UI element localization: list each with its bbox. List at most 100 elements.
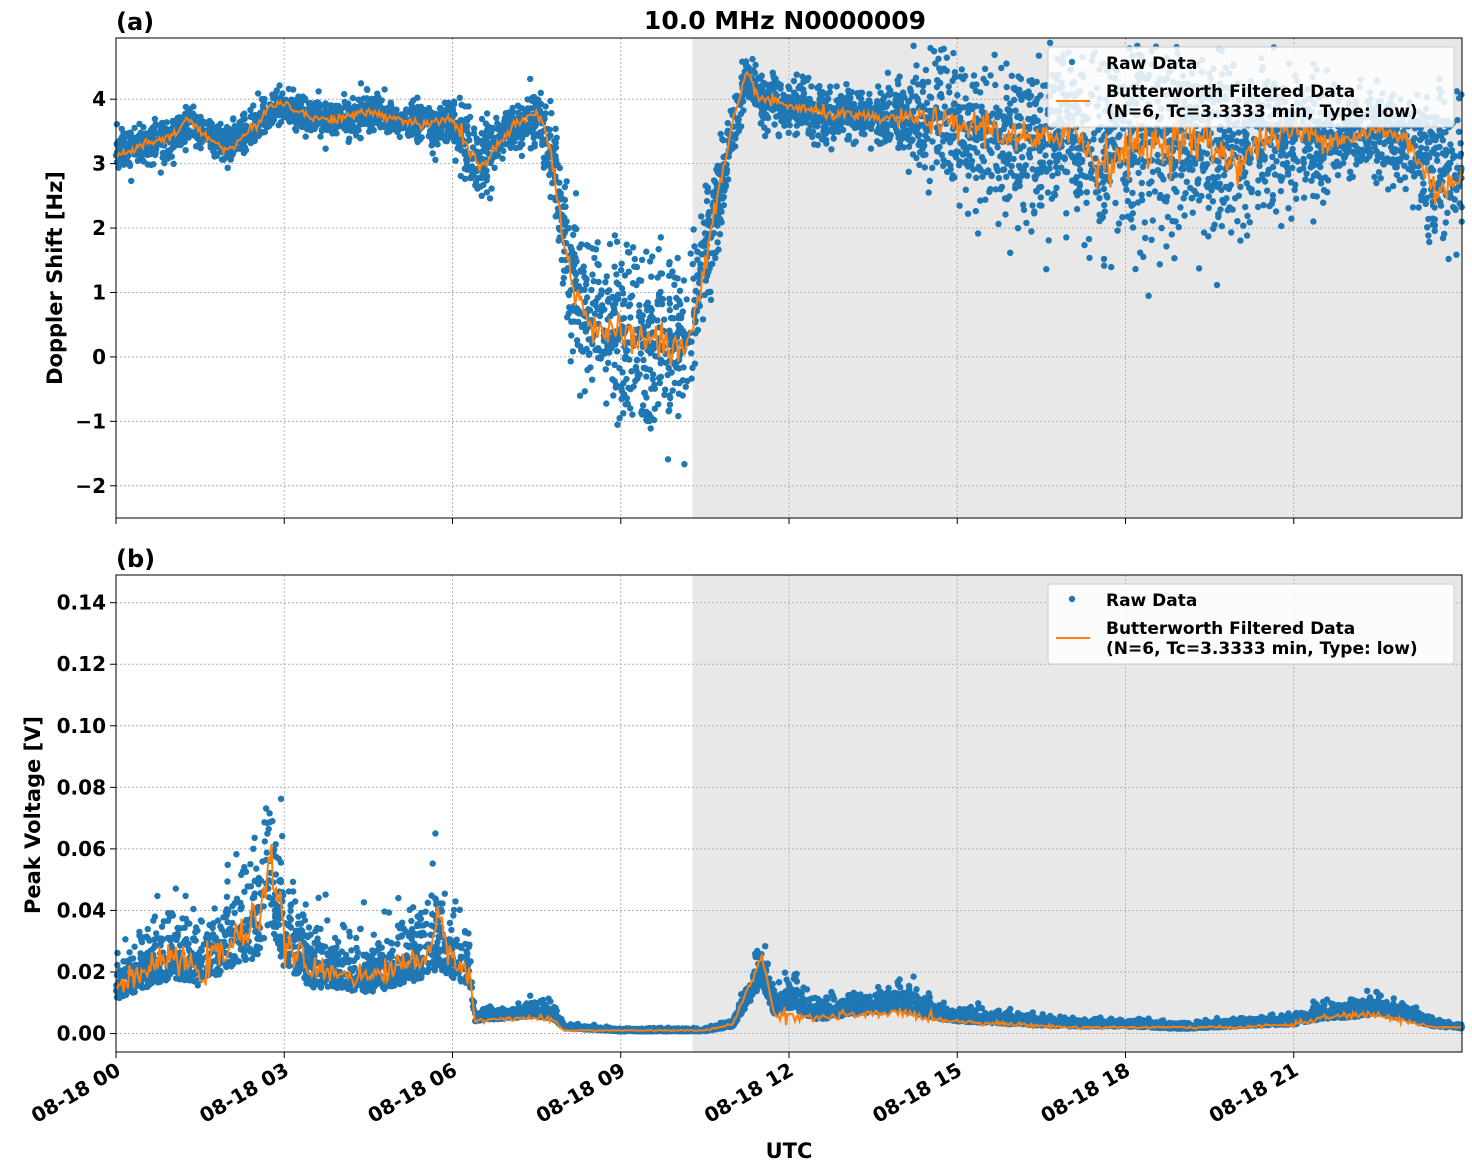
raw-data-point xyxy=(1300,156,1306,162)
raw-data-point xyxy=(560,204,566,210)
raw-data-point xyxy=(1037,107,1043,113)
raw-data-point xyxy=(260,103,266,109)
raw-data-point xyxy=(874,129,880,135)
raw-data-point xyxy=(1217,165,1223,171)
raw-data-point xyxy=(894,107,900,113)
raw-data-point xyxy=(1157,192,1163,198)
raw-data-point xyxy=(755,102,761,108)
raw-data-point xyxy=(717,231,723,237)
raw-data-point xyxy=(916,132,922,138)
raw-data-point xyxy=(1009,73,1015,79)
raw-data-point xyxy=(616,365,622,371)
raw-data-point xyxy=(625,401,631,407)
raw-data-point xyxy=(845,87,851,93)
raw-data-point xyxy=(1034,79,1040,85)
raw-data-point xyxy=(114,121,120,127)
raw-data-point xyxy=(995,221,1001,227)
raw-data-point xyxy=(771,121,777,127)
raw-data-point xyxy=(868,145,874,151)
raw-data-point xyxy=(657,380,663,386)
raw-data-point xyxy=(581,263,587,269)
raw-data-point xyxy=(542,103,548,109)
raw-data-point xyxy=(611,264,617,270)
raw-data-point xyxy=(815,142,821,148)
raw-data-point xyxy=(379,97,385,103)
raw-data-point xyxy=(703,183,709,189)
raw-data-point xyxy=(638,350,644,356)
raw-data-point xyxy=(1074,145,1080,151)
raw-data-point xyxy=(584,242,590,248)
raw-data-point xyxy=(1000,150,1006,156)
raw-data-point xyxy=(1425,232,1431,238)
raw-data-point xyxy=(846,133,852,139)
raw-data-point xyxy=(895,144,901,150)
raw-data-point xyxy=(736,128,742,134)
raw-data-point xyxy=(355,126,361,132)
raw-data-point xyxy=(1188,195,1194,201)
raw-data-point xyxy=(1350,174,1356,180)
raw-data-point xyxy=(302,95,308,101)
raw-data-point xyxy=(1343,148,1349,154)
raw-data-point xyxy=(463,116,469,122)
raw-data-point xyxy=(1169,231,1175,237)
raw-data-point xyxy=(692,361,698,367)
raw-data-point xyxy=(992,82,998,88)
raw-data-point xyxy=(998,65,1004,71)
raw-data-point xyxy=(973,175,979,181)
raw-data-point xyxy=(955,149,961,155)
raw-data-point xyxy=(636,313,642,319)
raw-data-point xyxy=(469,173,475,179)
raw-data-point xyxy=(707,289,713,295)
raw-data-point xyxy=(464,167,470,173)
raw-data-point xyxy=(1206,205,1212,211)
raw-data-point xyxy=(1160,176,1166,182)
raw-data-point xyxy=(823,140,829,146)
raw-data-point xyxy=(670,387,676,393)
raw-data-point xyxy=(1390,183,1396,189)
raw-data-point xyxy=(160,150,166,156)
raw-data-point xyxy=(1417,150,1423,156)
raw-data-point xyxy=(1020,202,1026,208)
raw-data-point xyxy=(605,360,611,366)
raw-data-point xyxy=(1453,252,1459,258)
raw-data-point xyxy=(606,349,612,355)
raw-data-point xyxy=(1130,224,1136,230)
raw-data-point xyxy=(1037,148,1043,154)
raw-data-point xyxy=(1436,127,1442,133)
raw-data-point xyxy=(1244,232,1250,238)
raw-data-point xyxy=(547,98,553,104)
raw-data-point xyxy=(717,216,723,222)
raw-data-point xyxy=(1418,145,1424,151)
raw-data-point xyxy=(1062,156,1068,162)
raw-data-point xyxy=(249,133,255,139)
raw-data-point xyxy=(346,136,352,142)
raw-data-point xyxy=(1310,218,1316,224)
raw-data-point xyxy=(1340,160,1346,166)
raw-data-point xyxy=(827,84,833,90)
raw-data-point xyxy=(1201,149,1207,155)
raw-data-point xyxy=(936,144,942,150)
raw-data-point xyxy=(1025,116,1031,122)
raw-data-point xyxy=(639,257,645,263)
raw-data-point xyxy=(975,230,981,236)
raw-data-point xyxy=(667,402,673,408)
raw-data-point xyxy=(499,155,505,161)
raw-data-point xyxy=(684,296,690,302)
raw-data-point xyxy=(1221,172,1227,178)
raw-data-point xyxy=(476,152,482,158)
raw-data-point xyxy=(1053,185,1059,191)
raw-data-point xyxy=(1244,213,1250,219)
raw-data-point xyxy=(573,190,579,196)
raw-data-point xyxy=(1187,185,1193,191)
raw-data-point xyxy=(1255,190,1261,196)
raw-data-point xyxy=(1423,201,1429,207)
raw-data-point xyxy=(655,301,661,307)
raw-data-point xyxy=(1101,263,1107,269)
raw-data-point xyxy=(631,263,637,269)
raw-data-point xyxy=(584,367,590,373)
raw-data-point xyxy=(199,139,205,145)
raw-data-point xyxy=(946,89,952,95)
raw-data-point xyxy=(1380,160,1386,166)
raw-data-point xyxy=(341,91,347,97)
raw-data-point xyxy=(613,339,619,345)
